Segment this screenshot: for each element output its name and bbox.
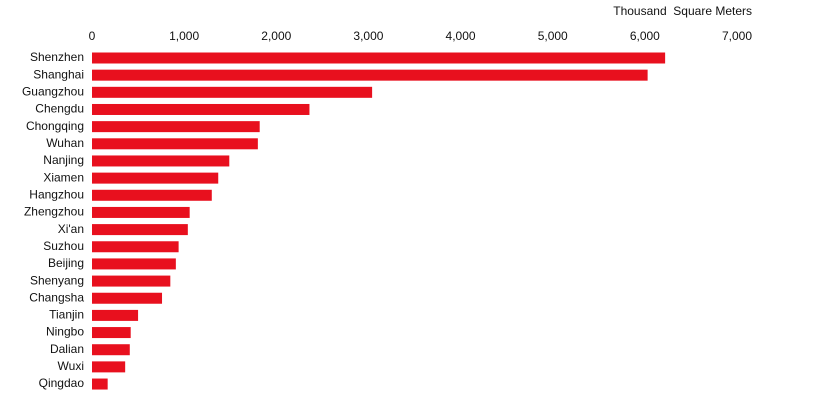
y-tick-label: Xiamen: [43, 170, 84, 184]
bar: [92, 206, 190, 218]
bar: [92, 327, 131, 339]
y-tick-label: Chongqing: [26, 119, 84, 133]
bar: [92, 344, 130, 356]
y-tick-label: Chengdu: [35, 102, 84, 116]
bar: [92, 155, 230, 167]
y-tick-label: Ningbo: [46, 325, 84, 339]
bar: [92, 309, 139, 321]
y-tick-label: Wuhan: [46, 136, 84, 150]
bar: [92, 69, 648, 81]
bar: [92, 241, 179, 253]
bar: [92, 103, 310, 115]
bar: [92, 378, 108, 390]
bar: [92, 224, 188, 236]
y-tick-label: Suzhou: [43, 239, 84, 253]
y-tick-label: Hangzhou: [29, 187, 84, 201]
y-tick-label: Changsha: [29, 290, 84, 304]
y-tick-label: Shenzhen: [30, 50, 84, 64]
bar: [92, 361, 126, 373]
bar: [92, 275, 171, 287]
x-tick-label: 7,000: [722, 29, 752, 43]
y-tick-label: Nanjing: [43, 153, 84, 167]
y-tick-label: Guangzhou: [22, 84, 84, 98]
y-tick-label: Zhengzhou: [24, 205, 84, 219]
bar: [92, 172, 219, 184]
bar: [92, 189, 212, 201]
bar: [92, 52, 666, 64]
bar: [92, 292, 163, 304]
x-tick-label: 2,000: [261, 29, 291, 43]
bar: [92, 258, 176, 270]
y-tick-label: Shanghai: [33, 67, 84, 81]
y-tick-label: Wuxi: [58, 359, 84, 373]
x-tick-label: 3,000: [353, 29, 383, 43]
bar: [92, 138, 258, 150]
x-axis-label: Thousand Square Meters: [613, 4, 752, 18]
y-tick-label: Beijing: [48, 256, 84, 270]
x-tick-label: 5,000: [538, 29, 568, 43]
y-tick-label: Shenyang: [30, 273, 84, 287]
y-tick-label: Xi'an: [58, 222, 84, 236]
y-tick-label: Dalian: [50, 342, 84, 356]
bar: [92, 121, 260, 133]
y-tick-label: Qingdao: [39, 376, 85, 390]
x-tick-label: 0: [89, 29, 96, 43]
y-tick-label: Tianjin: [49, 308, 84, 322]
bar: [92, 86, 373, 98]
x-tick-label: 1,000: [169, 29, 199, 43]
x-tick-label: 6,000: [630, 29, 660, 43]
x-tick-label: 4,000: [446, 29, 476, 43]
